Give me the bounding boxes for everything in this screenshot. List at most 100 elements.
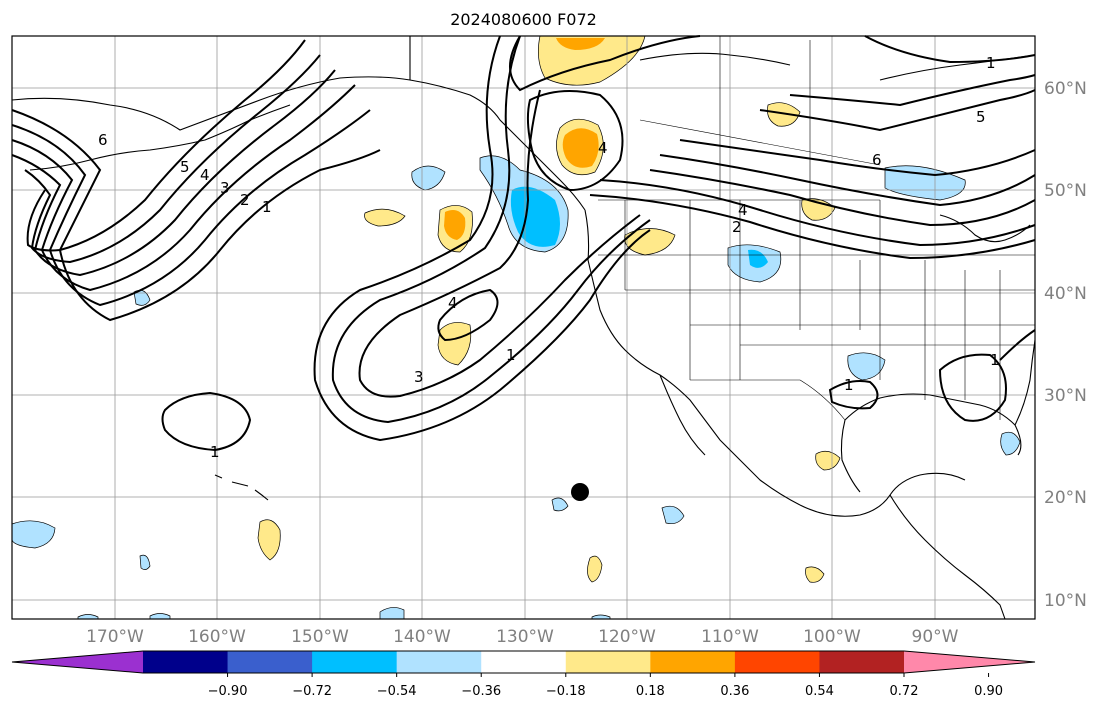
contour-label-4-ca: 4 <box>448 294 458 312</box>
positive-region-central-am <box>805 566 825 583</box>
contour-jet-3 <box>649 169 1036 227</box>
colorbar-tick-label: −0.54 <box>377 684 417 699</box>
contour-wpac-4 <box>11 69 336 277</box>
contours <box>11 35 1036 452</box>
lon-label-90w: 90°W <box>912 627 959 647</box>
colorbar-extend-low <box>12 651 143 673</box>
latitude-labels: 10°N 20°N 30°N 40°N 50°N 60°N <box>1044 79 1087 611</box>
lon-label-170w: 170°W <box>86 627 144 647</box>
colorbar-tick-label: 0.72 <box>890 684 919 699</box>
colorbar-tick-label: 0.18 <box>636 684 665 699</box>
lat-label-60n: 60°N <box>1044 79 1087 99</box>
contour-jet-7 <box>789 74 1036 107</box>
contour-label-5-east: 5 <box>976 108 986 126</box>
negative-region-sw-pac <box>139 554 151 570</box>
negative-region-w-pacific <box>11 520 56 549</box>
colorbar-segment <box>227 651 313 673</box>
storm-center-marker <box>571 483 589 501</box>
contour-label-1-se: 1 <box>990 351 1000 369</box>
colorbar-segment <box>312 651 398 673</box>
lat-label-50n: 50°N <box>1044 181 1087 201</box>
lat-label-30n: 30°N <box>1044 386 1087 406</box>
lon-label-140w: 140°W <box>393 627 451 647</box>
contour-pacific-trough-mid <box>331 35 651 424</box>
longitude-labels: 170°W 160°W 150°W 140°W 130°W 120°W 110°… <box>86 627 959 647</box>
contour-bc-loop <box>526 90 624 192</box>
lat-label-20n: 20°N <box>1044 488 1087 508</box>
state-lines <box>598 200 1035 420</box>
contour-label-4-bc: 4 <box>598 139 608 157</box>
lat-label-10n: 10°N <box>1044 591 1087 611</box>
colorbar-ticks: −0.90 −0.72 −0.54 −0.36 −0.18 0.18 0.36 0.54 0.7… <box>208 673 1003 699</box>
contour-label-1-ne: 1 <box>986 54 996 72</box>
colorbar-tick-label: −0.90 <box>208 684 248 699</box>
contour-label-1-west: 1 <box>262 198 272 216</box>
colorbar-outline <box>11 650 1036 674</box>
contour-label-1-ca: 1 <box>506 346 516 364</box>
lon-label-160w: 160°W <box>188 627 246 647</box>
colorbar <box>11 650 1036 674</box>
colorbar-segment <box>143 651 229 673</box>
negative-region-texas <box>847 352 886 381</box>
contour-wpac-6 <box>26 39 306 252</box>
contour-central-pac-low <box>161 391 252 452</box>
contour-label-1-gulf: 1 <box>844 376 854 394</box>
positive-core-offshore <box>444 210 466 240</box>
contour-labels: 6 5 4 3 2 1 1 4 3 1 4 4 2 6 5 1 1 1 <box>98 54 1000 461</box>
colorbar-tick-label: 0.90 <box>974 684 1003 699</box>
contour-wpac-2 <box>11 109 371 307</box>
contour-label-3-west: 3 <box>220 179 230 197</box>
lon-label-120w: 120°W <box>598 627 656 647</box>
contour-gulf-1 <box>828 380 879 410</box>
gulf-west <box>840 419 861 493</box>
aleutians <box>29 104 291 171</box>
lat-label-40n: 40°N <box>1044 284 1087 304</box>
lon-label-100w: 100°W <box>803 627 861 647</box>
map-title: 2024080600 F072 <box>450 10 597 29</box>
contour-pacific-trough-outer <box>313 35 651 442</box>
contour-label-3-ca: 3 <box>414 368 424 386</box>
positive-region-california <box>437 322 472 366</box>
contour-ne-top <box>864 35 1036 64</box>
negative-core-rockies <box>748 249 768 268</box>
contour-ca-loop <box>437 288 499 342</box>
colorbar-segment <box>734 651 820 673</box>
baja <box>659 374 706 456</box>
map-area: 6 5 4 3 2 1 1 4 3 1 4 4 2 6 5 1 1 1 <box>11 35 1036 620</box>
alaska-panhandle <box>409 79 586 211</box>
contour-jet-4 <box>659 154 1036 207</box>
colorbar-tick-label: −0.18 <box>546 684 586 699</box>
negative-region-e-pac-1 <box>551 497 569 512</box>
positive-core-alaska-north <box>556 38 605 50</box>
negative-region-e-pac-2 <box>661 505 685 525</box>
contour-label-5-west: 5 <box>180 158 190 176</box>
negative-region-bottom-1 <box>379 607 405 620</box>
central-america <box>889 494 1006 620</box>
contour-label-1-central: 1 <box>210 443 220 461</box>
lon-label-130w: 130°W <box>496 627 554 647</box>
contour-pacific-trough-inner <box>358 89 641 398</box>
hawaii <box>214 474 269 501</box>
contour-wpac-5 <box>24 54 321 264</box>
contour-north-loop <box>509 35 701 92</box>
colorbar-tick-label: 0.54 <box>805 684 834 699</box>
positive-region-hawaii <box>257 519 281 561</box>
contour-wpac-3 <box>11 84 356 292</box>
colorbar-segment <box>819 651 905 673</box>
colorbar-tick-label: −0.36 <box>461 684 501 699</box>
contour-se-loop <box>938 353 1007 422</box>
contour-jet-1 <box>599 179 1036 247</box>
alaska-coast <box>11 36 411 131</box>
colorbar-tick-label: −0.72 <box>292 684 332 699</box>
us-mexico-border <box>690 379 846 421</box>
shaded-regions <box>11 35 1021 620</box>
colorbar-segment <box>650 651 736 673</box>
colorbar-tick-label: 0.36 <box>720 684 749 699</box>
contour-east-low <box>999 329 1036 361</box>
colorbar-extend-high <box>904 651 1035 673</box>
colorbar-segment <box>481 651 567 673</box>
lon-label-110w: 110°W <box>701 627 759 647</box>
colorbar-segment <box>565 651 651 673</box>
negative-region-gulf-alaska <box>411 165 446 191</box>
